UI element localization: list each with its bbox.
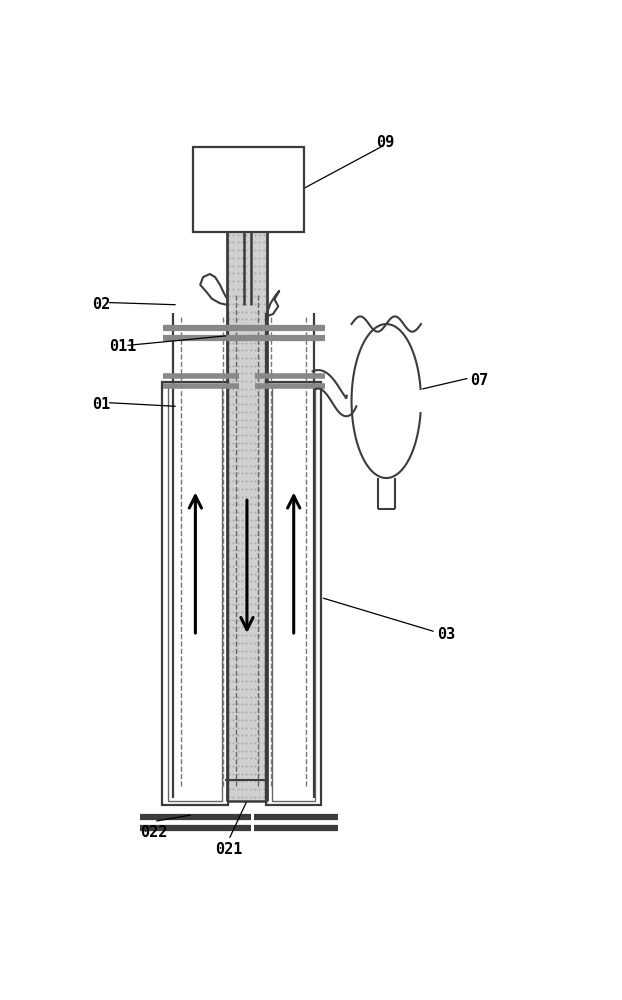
Text: 02: 02 bbox=[92, 297, 111, 312]
Text: 022: 022 bbox=[141, 825, 168, 840]
Bar bbox=[227, 232, 267, 801]
Text: 07: 07 bbox=[471, 373, 489, 388]
Text: 03: 03 bbox=[437, 627, 455, 642]
Text: 01: 01 bbox=[92, 397, 111, 412]
Text: 09: 09 bbox=[377, 135, 395, 150]
Bar bbox=[272, 386, 315, 801]
Bar bbox=[168, 386, 223, 801]
Text: 021: 021 bbox=[215, 842, 243, 857]
Text: 011: 011 bbox=[109, 339, 136, 354]
Bar bbox=[162, 382, 228, 805]
Bar bbox=[193, 147, 304, 232]
Bar bbox=[266, 382, 321, 805]
